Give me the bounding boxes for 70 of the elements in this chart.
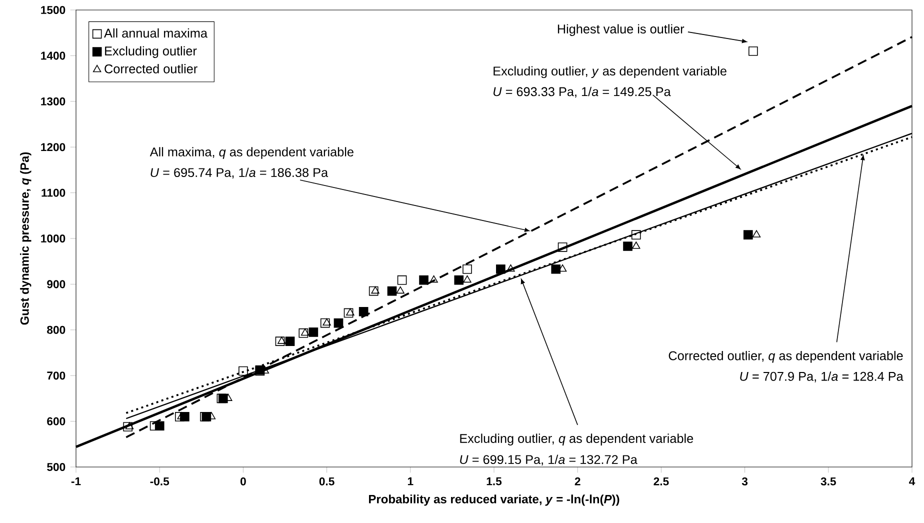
x-tick-label: 3 bbox=[742, 477, 748, 486]
point bbox=[285, 336, 295, 346]
y-tick-label: 900 bbox=[47, 280, 66, 288]
legend-label: Excluding outlier bbox=[105, 46, 197, 58]
point bbox=[322, 318, 331, 326]
point bbox=[371, 286, 380, 294]
point bbox=[419, 275, 428, 285]
point bbox=[275, 336, 285, 346]
x-tick-label: -0.5 bbox=[150, 477, 170, 486]
annotation: All maxima, q as dependent variable bbox=[150, 147, 354, 159]
point bbox=[551, 264, 561, 274]
x-axis-title: Probability as reduced variate, y = -ln(-ln(P)) bbox=[369, 494, 620, 506]
point bbox=[454, 275, 464, 285]
y-tick-label: 1100 bbox=[42, 188, 66, 197]
point bbox=[558, 242, 568, 252]
x-tick-label: -1 bbox=[71, 477, 81, 486]
point bbox=[496, 264, 506, 274]
x-tick-label: 1 bbox=[408, 477, 414, 486]
legend-label: Corrected outlier bbox=[104, 64, 198, 74]
point bbox=[506, 264, 515, 272]
point bbox=[397, 275, 407, 285]
y-tick-label: 600 bbox=[47, 417, 66, 426]
annotation: U = 695.74 Pa, 1/a = 186.38 Pa bbox=[150, 168, 328, 179]
y-tick-label: 1300 bbox=[41, 97, 66, 106]
point bbox=[344, 308, 354, 318]
point bbox=[358, 306, 368, 316]
point bbox=[430, 275, 438, 283]
y-tick-label: 1400 bbox=[41, 52, 66, 60]
point bbox=[346, 308, 354, 316]
y-tick-label: 1000 bbox=[41, 234, 66, 242]
point bbox=[123, 422, 133, 432]
point bbox=[743, 230, 753, 240]
y-axis-title: Gust dynamic pressure, q (Pa) bbox=[20, 152, 32, 325]
x-tick-label: 0 bbox=[240, 477, 246, 486]
point bbox=[463, 275, 472, 283]
point bbox=[748, 46, 758, 56]
point bbox=[632, 242, 640, 249]
point bbox=[623, 242, 632, 251]
annotation: U = 699.15 Pa, 1/a = 132.72 Pa bbox=[460, 454, 638, 466]
point bbox=[752, 230, 761, 238]
point bbox=[125, 422, 134, 430]
x-tick-label: 2 bbox=[574, 477, 580, 486]
point bbox=[396, 286, 404, 294]
annotation: Excluding outlier, q as dependent variable bbox=[460, 434, 694, 446]
x-tick-label: 3.5 bbox=[820, 477, 836, 486]
annotation: U = 707.9 Pa, 1/a = 128.4 Pa bbox=[740, 372, 904, 382]
legend-label: All annual maxima bbox=[104, 28, 208, 38]
x-tick-label: 2.5 bbox=[654, 477, 669, 486]
y-tick-label: 1500 bbox=[41, 6, 66, 14]
y-tick-label: 500 bbox=[47, 462, 66, 471]
point bbox=[334, 318, 344, 328]
point bbox=[320, 318, 330, 328]
y-tick-label: 700 bbox=[47, 372, 66, 380]
y-tick-label: 1200 bbox=[41, 143, 66, 152]
annotation: Excluding outlier, y as dependent variable bbox=[494, 66, 726, 78]
x-tick-label: 4 bbox=[909, 477, 916, 486]
annotation: Highest value is outlier bbox=[558, 24, 684, 36]
point bbox=[387, 286, 397, 296]
x-tick-label: 1.5 bbox=[486, 477, 502, 486]
point bbox=[278, 336, 286, 344]
x-tick-label: 0.5 bbox=[319, 477, 334, 486]
y-tick-label: 800 bbox=[47, 326, 66, 334]
annotation: Corrected outlier, q as dependent variable bbox=[668, 350, 903, 363]
point bbox=[308, 328, 318, 337]
point bbox=[154, 421, 164, 431]
point bbox=[368, 286, 378, 296]
point bbox=[462, 264, 472, 274]
annotation: U = 693.33 Pa, 1/a = 149.25 Pa bbox=[494, 86, 671, 98]
point bbox=[631, 230, 641, 240]
point bbox=[238, 366, 248, 376]
